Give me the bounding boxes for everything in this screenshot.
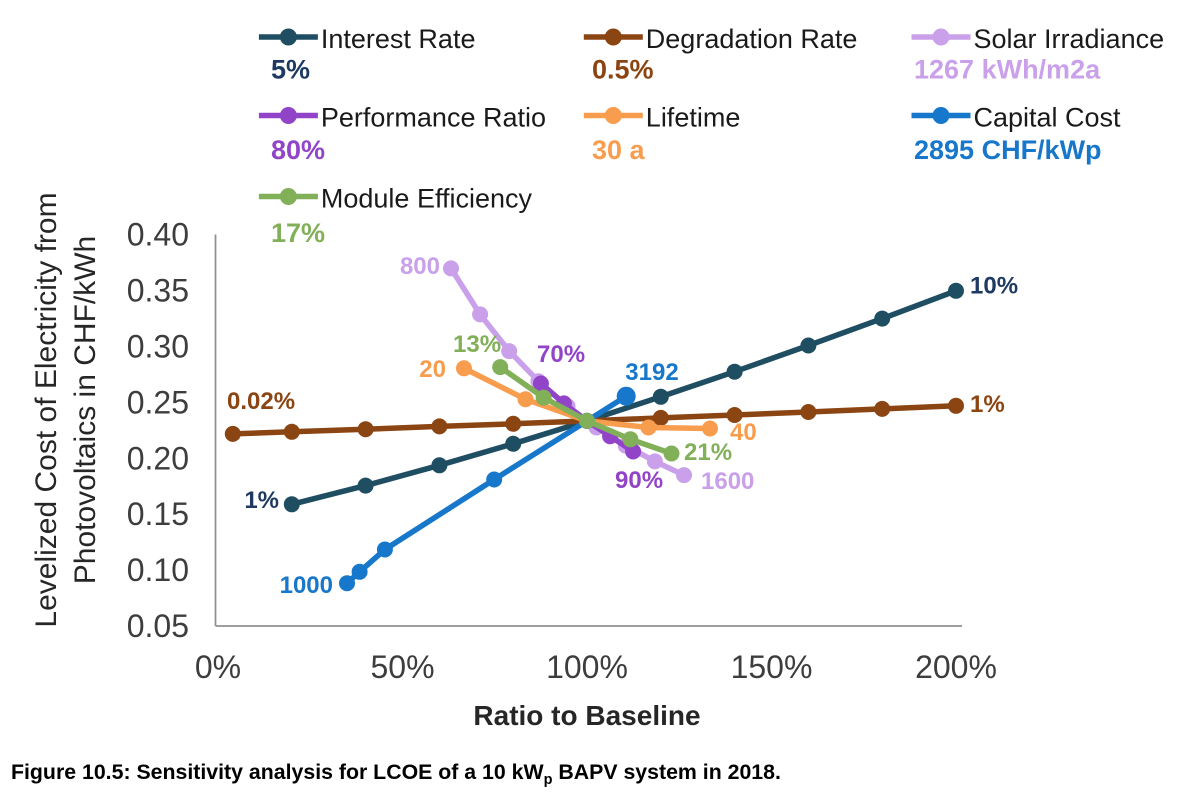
svg-text:0.15: 0.15 (127, 496, 189, 532)
svg-text:Lifetime: Lifetime (646, 103, 741, 133)
svg-text:17%: 17% (271, 218, 325, 248)
svg-text:90%: 90% (615, 467, 663, 494)
svg-text:80%: 80% (271, 135, 325, 165)
svg-text:30 a: 30 a (592, 135, 646, 165)
svg-text:Levelized Cost of Electricity: Levelized Cost of Electricity from (30, 192, 63, 627)
svg-text:50%: 50% (370, 649, 434, 685)
svg-text:21%: 21% (684, 439, 732, 466)
svg-text:150%: 150% (731, 649, 813, 685)
svg-text:Capital Cost: Capital Cost (974, 103, 1122, 133)
svg-text:Solar Irradiance: Solar Irradiance (974, 24, 1165, 54)
svg-text:1%: 1% (244, 487, 279, 514)
svg-text:0.5%: 0.5% (592, 55, 654, 85)
svg-text:Module Efficiency: Module Efficiency (321, 184, 533, 214)
svg-text:0.20: 0.20 (127, 440, 189, 476)
svg-text:0.35: 0.35 (127, 273, 189, 309)
svg-text:Interest Rate: Interest Rate (321, 24, 476, 54)
svg-text:70%: 70% (537, 341, 585, 368)
svg-text:0.10: 0.10 (127, 552, 189, 588)
svg-text:1600: 1600 (701, 468, 754, 495)
svg-text:Figure 10.5: Sensitivity analy: Figure 10.5: Sensitivity analysis for LC… (11, 760, 781, 788)
svg-text:10%: 10% (970, 273, 1018, 300)
svg-text:5%: 5% (271, 55, 310, 85)
svg-text:0.40: 0.40 (127, 217, 189, 253)
svg-text:0.30: 0.30 (127, 329, 189, 365)
svg-text:Degradation Rate: Degradation Rate (646, 24, 858, 54)
svg-text:100%: 100% (546, 649, 628, 685)
svg-text:2895 CHF/kWp: 2895 CHF/kWp (914, 135, 1102, 165)
svg-text:0.05: 0.05 (127, 608, 189, 644)
svg-text:800: 800 (400, 253, 440, 280)
svg-text:0.25: 0.25 (127, 384, 189, 420)
svg-text:13%: 13% (453, 331, 501, 358)
svg-text:0.02%: 0.02% (227, 388, 295, 415)
svg-text:40: 40 (730, 419, 757, 446)
svg-text:1267 kWh/m2a: 1267 kWh/m2a (914, 55, 1101, 85)
svg-text:0%: 0% (195, 649, 241, 685)
svg-text:Photovoltaics in CHF/kWh: Photovoltaics in CHF/kWh (69, 236, 102, 584)
svg-text:20: 20 (419, 356, 446, 383)
svg-text:3192: 3192 (625, 359, 678, 386)
svg-text:1000: 1000 (280, 572, 333, 599)
svg-text:200%: 200% (915, 649, 997, 685)
svg-text:1%: 1% (970, 391, 1005, 418)
svg-text:Ratio to Baseline: Ratio to Baseline (473, 700, 700, 731)
svg-text:Performance Ratio: Performance Ratio (321, 103, 546, 133)
